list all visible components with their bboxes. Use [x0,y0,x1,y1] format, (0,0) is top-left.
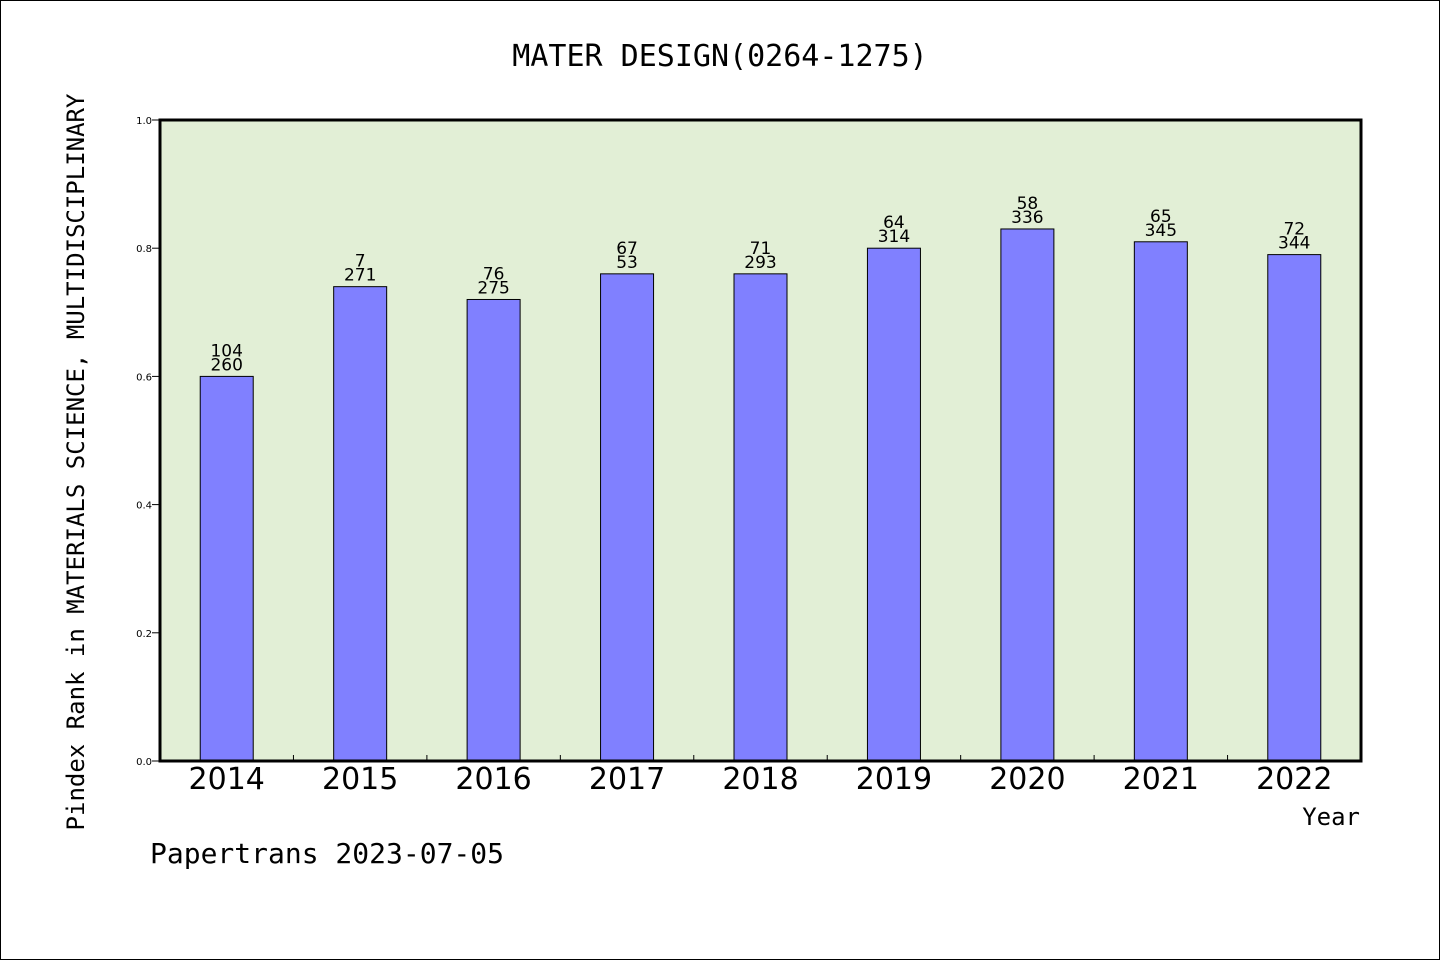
data-label-bottom: 53 [616,253,638,273]
data-label-bottom: 271 [344,266,376,286]
y-tick-label: 0.8 [136,244,152,255]
y-tick-label: 0.2 [136,629,152,640]
data-label-top: 58 [1017,194,1039,214]
y-tick-label: 0.0 [136,757,152,768]
bar-2019 [866,247,921,762]
y-tick-label: 0.6 [136,372,152,383]
bar-2022 [1267,254,1322,762]
y-axis: 0.0 0.2 0.4 0.6 0.8 1.0 [136,116,160,768]
data-label-top: 72 [1283,220,1305,240]
y-axis-label: Pindex Rank in MATERIALS SCIENCE, MULTID… [62,93,90,830]
data-label-top: 7 [355,252,366,272]
data-label-bottom: 336 [1011,208,1043,228]
x-tick-label: 2015 [322,762,398,797]
plot-border [158,118,1363,763]
bar-2020 [1000,228,1055,762]
data-label-bottom: 260 [210,355,242,375]
x-tick-label: 2017 [589,762,665,797]
x-tick-label: 2019 [856,762,932,797]
data-label-top: 65 [1150,207,1172,227]
data-label-bottom: 293 [744,253,776,273]
data-label-bottom: 345 [1145,221,1177,241]
x-tick-label: 2022 [1256,762,1332,797]
x-axis-label: Year [1302,803,1360,831]
data-label-top: 76 [483,264,505,284]
data-label-top: 67 [616,239,638,259]
bar-2021 [1133,241,1188,762]
bar-2014 [199,375,254,762]
x-axis: 2014 2015 2016 2017 2018 2019 2020 2021 2022 [189,755,1332,797]
bar-2018 [733,273,788,762]
x-tick-label: 2020 [989,762,1065,797]
bar-2015 [333,286,388,762]
bar-2016 [466,298,521,762]
data-label-bottom: 275 [477,278,509,298]
data-label-top: 64 [883,213,905,233]
y-tick-label: 1.0 [136,116,152,127]
x-tick-label: 2016 [455,762,531,797]
data-label-top: 71 [750,239,772,259]
x-tick-label: 2018 [722,762,798,797]
bar-2017 [600,273,655,762]
x-tick-label: 2014 [189,762,265,797]
data-label-bottom: 314 [878,227,910,247]
x-tick-label: 2021 [1123,762,1199,797]
y-tick-label: 0.4 [136,501,152,512]
data-label-bottom: 344 [1278,234,1310,254]
chart-title: MATER DESIGN(0264-1275) [512,39,927,74]
footer-credit: Papertrans 2023-07-05 [150,837,504,870]
data-label-top: 104 [210,341,242,361]
